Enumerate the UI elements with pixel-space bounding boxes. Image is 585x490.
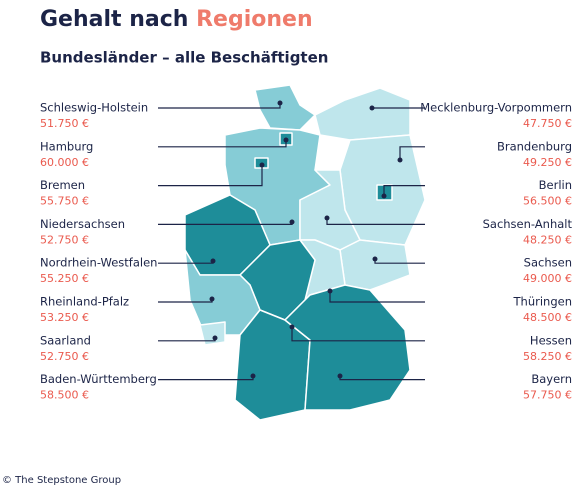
leader-line [329,291,425,303]
leader-dot [250,373,256,379]
region-name: Bremen [40,178,85,192]
region-salary: 60.000 € [40,156,89,169]
leader-dot [212,335,218,341]
state [254,84,316,131]
title-highlight: Regionen [196,7,313,32]
title-part: Gehalt nach [40,7,188,32]
region-name: Sachsen-Anhalt [483,217,573,231]
leader-dot [289,219,295,225]
region-salary: 55.250 € [40,272,89,285]
region-salary: 49.250 € [523,156,572,169]
leader-dot [324,215,330,221]
region-name: Sachsen [524,256,572,270]
leader-dot [277,100,283,106]
state [314,87,411,141]
region-salary: 57.750 € [523,389,572,402]
title: Gehalt nach Regionen [40,7,313,32]
region-name: Saarland [40,333,91,347]
leader-dot [289,324,295,330]
state [339,239,411,291]
region-salary: 56.500 € [523,195,572,208]
leader-line [291,327,425,342]
region-name: Niedersachsen [40,217,125,231]
credit: © The Stepstone Group [2,475,121,486]
leader-dot [283,137,289,143]
leader-dot [337,373,343,379]
leader-line [399,146,425,160]
region-salary: 58.250 € [523,350,572,363]
region-name: Hamburg [40,139,93,153]
region-name: Hessen [530,333,572,347]
leader-dot [381,193,387,199]
region-salary: 48.250 € [523,233,572,246]
leader-dot [397,157,403,163]
leader-dot [210,258,216,264]
region-salary: 53.250 € [40,311,89,324]
region-salary: 47.750 € [523,117,572,130]
state [284,284,411,411]
germany-map [184,84,426,421]
leader-dot [369,105,375,111]
region-name: Brandenburg [497,139,572,153]
leader-line [383,185,425,196]
region-name: Mecklenburg-Vorpommern [420,101,572,115]
region-salary: 51.750 € [40,117,89,130]
leader-dot [209,296,215,302]
leader-dot [327,288,333,294]
region-salary: 48.500 € [523,311,572,324]
region-name: Bayern [531,372,572,386]
region-name: Thüringen [513,295,572,309]
region-salary: 58.500 € [40,389,89,402]
region-name: Schleswig-Holstein [40,101,148,115]
region-salary: 52.750 € [40,233,89,246]
subtitle: Bundesländer – alle Beschäftigten [40,49,328,67]
state [199,321,226,346]
region-salary: 49.000 € [523,272,572,285]
labels: Schleswig-Holstein 51.750 € Hamburg 60.000 … [40,100,573,402]
leader-line [158,165,263,187]
leader-dot [259,162,265,168]
leader-dot [372,256,378,262]
region-name: Baden-Württemberg [40,372,157,386]
region-name: Rheinland-Pfalz [40,295,129,309]
region-salary: 52.750 € [40,350,89,363]
region-salary: 55.750 € [40,195,89,208]
region-name: Nordrhein-Westfalen [40,256,157,270]
region-name: Berlin [539,178,572,192]
